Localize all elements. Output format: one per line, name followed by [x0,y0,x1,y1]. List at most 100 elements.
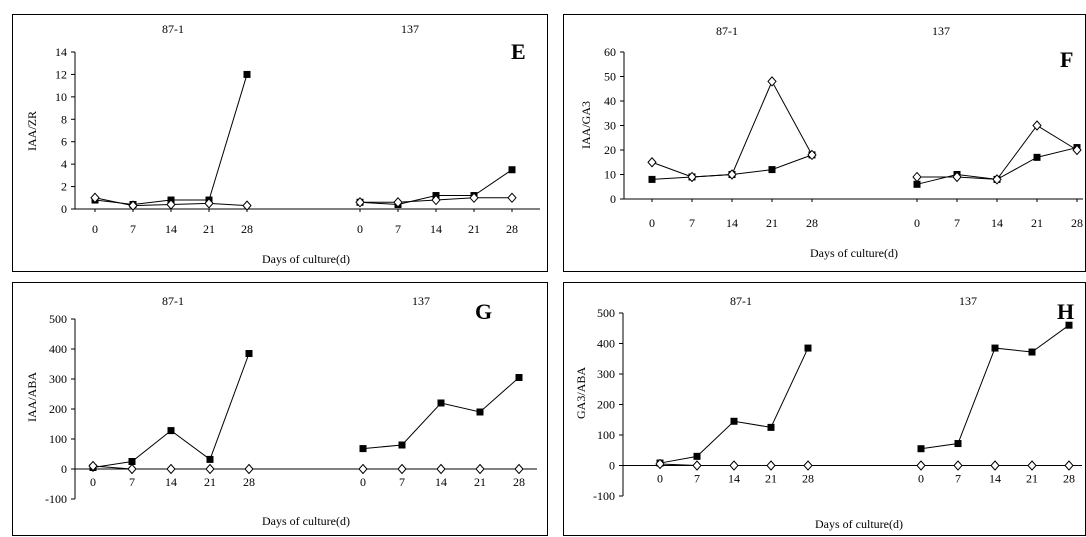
data-point-diamond [393,197,403,208]
x-tick-label: 21 [766,216,778,230]
y-tick-label: 20 [604,143,616,157]
x-tick-label: 28 [243,475,255,489]
data-point-diamond [990,460,1000,471]
data-point-square [398,441,406,449]
group-label: 87-1 [730,294,752,308]
data-point-square [206,455,214,463]
group-label: 87-1 [162,22,184,36]
y-tick-label: 500 [597,306,615,320]
y-tick-label: 10 [604,168,616,182]
data-point-diamond [655,458,665,470]
x-axis-label: Days of culture(d) [262,514,350,528]
x-tick-label: 0 [918,472,924,486]
x-tick-label: 28 [1063,472,1075,486]
x-tick-label: 0 [649,216,655,230]
x-tick-label: 0 [357,222,363,236]
y-tick-label: 100 [597,428,615,442]
y-tick-label: 0 [610,192,616,206]
x-tick-label: 28 [506,222,518,236]
y-tick-label: 0 [61,202,67,216]
x-tick-label: 14 [165,475,177,489]
data-point-diamond [358,463,368,475]
y-tick-label: 14 [55,45,67,59]
series-line [651,80,813,178]
data-point-diamond [992,174,1002,185]
data-point-diamond [90,192,100,204]
y-tick-label: 400 [597,337,615,351]
data-point-square [917,445,925,453]
panel-e: 0 2 4 6 8 10 12 14 0 7 14 21 28 0 7 14 21 28 87-1 137 E IAA/Z… [12,14,548,272]
data-point-diamond [127,463,137,475]
panel-h: -100 0 100 200 300 400 500 0 7 14 21 28 0 7 14 21 28 87-1… [563,282,1086,536]
y-tick-label: 200 [597,398,615,412]
chart-g: -100 0 100 200 300 400 500 0 7 14 21 28 0 7 14 21 28 87-1… [25,294,537,528]
data-point-diamond [244,463,254,475]
y-tick-label: 60 [604,45,616,59]
chart-h: -100 0 100 200 300 400 500 0 7 14 21 28 0 7 14 21 28 87-1… [574,294,1082,531]
y-tick-label: -100 [593,489,615,503]
data-point-diamond [953,460,963,471]
data-point-square [1033,153,1041,161]
data-point-diamond [88,460,98,472]
data-point-diamond [687,171,697,183]
x-tick-label: 14 [728,472,740,486]
x-tick-label: 14 [726,216,738,230]
data-point-diamond [242,200,252,211]
y-axis-label: IAA/ZR [25,111,39,151]
y-tick-label: 400 [49,342,67,356]
group-label: 137 [412,294,430,308]
data-point-square [167,427,175,435]
y-axis-label: IAA/ABA [25,372,39,422]
data-point-square [804,344,812,352]
data-point-square [954,440,962,448]
data-point-diamond [1064,460,1074,471]
y-tick-label: 4 [61,157,67,171]
x-tick-label: 7 [129,475,135,489]
x-tick-label: 21 [474,475,486,489]
data-point-square [991,344,999,352]
x-tick-label: 28 [241,222,253,236]
y-tick-label: 6 [61,135,67,149]
data-point-diamond [469,192,479,204]
y-axis-label: IAA/GA3 [579,101,593,149]
data-point-diamond [647,156,657,168]
x-axis-label: Days of culture(d) [815,517,903,531]
data-point-diamond [767,76,777,87]
y-tick-label: 300 [597,367,615,381]
x-tick-label: 21 [1031,216,1043,230]
y-tick-label: 2 [61,180,67,194]
x-tick-label: 21 [204,475,216,489]
y-tick-label: 0 [61,462,67,476]
x-tick-label: 14 [989,472,1001,486]
group-label: 137 [401,22,419,36]
panel-letter: E [511,39,526,64]
x-axis-label: Days of culture(d) [262,252,350,266]
data-point-diamond [766,460,776,471]
data-point-diamond [1072,144,1082,156]
x-tick-label: 21 [765,472,777,486]
y-tick-label: 0 [609,459,615,473]
y-tick-label: 12 [55,67,67,81]
data-point-square [1028,348,1036,356]
x-tick-label: 0 [914,216,920,230]
y-tick-label: -100 [45,492,67,506]
y-tick-label: 500 [49,312,67,326]
data-point-diamond [507,192,517,204]
y-tick-label: 40 [604,94,616,108]
data-point-square [1065,321,1073,329]
x-tick-label: 7 [689,216,695,230]
y-tick-label: 200 [49,402,67,416]
series-line [920,324,1070,450]
y-axis-label: GA3/ABA [574,367,588,419]
x-tick-label: 0 [360,475,366,489]
data-point-diamond [729,460,739,471]
series-line [362,377,520,450]
data-point-square [515,374,523,381]
data-point-diamond [128,200,138,211]
data-point-square [508,166,516,174]
x-tick-label: 0 [90,475,96,489]
group-label: 87-1 [716,24,738,38]
x-tick-label: 28 [513,475,525,489]
y-tick-label: 8 [61,112,67,126]
data-point-diamond [204,198,214,209]
